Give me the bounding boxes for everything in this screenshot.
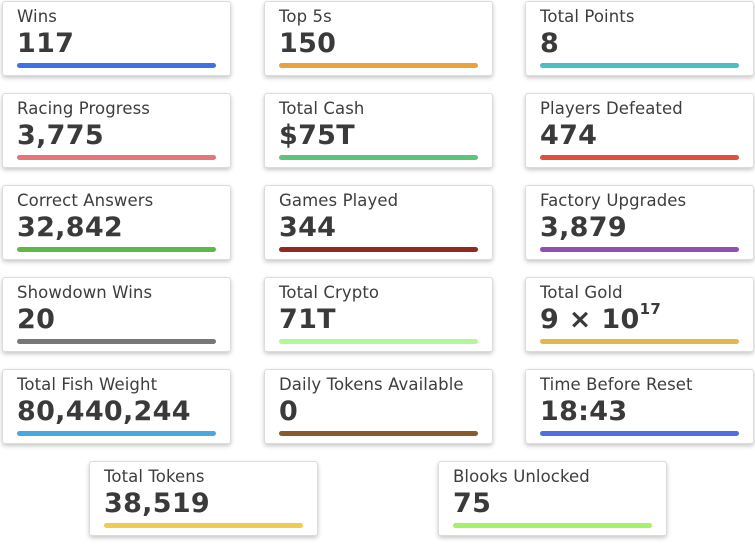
stat-value: 8 [540,28,560,59]
stat-label: Time Before Reset [540,375,693,394]
stat-label: Total Gold [540,283,623,302]
stat-card-top-5s: Top 5s 150 [264,1,493,76]
stat-value: 18:43 [540,396,628,427]
stat-card-players-defeated: Players Defeated 474 [525,93,754,168]
stat-value: 150 [279,28,337,59]
stat-card-blooks-unlocked: Blooks Unlocked 75 [438,461,667,536]
stat-value: $75T [279,120,355,151]
stat-card-racing-progress: Racing Progress 3,775 [2,93,231,168]
stat-value: 474 [540,120,598,151]
stat-label: Showdown Wins [17,283,153,302]
stat-bar [540,155,739,160]
stat-bar [104,523,303,528]
stat-card-total-tokens: Total Tokens 38,519 [89,461,318,536]
stat-label: Blooks Unlocked [453,467,590,486]
stat-bar [279,431,478,436]
stat-value: 117 [17,28,75,59]
stat-label: Factory Upgrades [540,191,687,210]
stat-card-total-cash: Total Cash $75T [264,93,493,168]
stat-value: 71T [279,304,336,335]
stat-label: Total Crypto [279,283,380,302]
stat-value: 75 [453,488,492,519]
stat-label: Total Fish Weight [17,375,158,394]
stat-label: Games Played [279,191,399,210]
stat-card-correct-answers: Correct Answers 32,842 [2,185,231,260]
stat-bar [453,523,652,528]
stat-label: Total Points [540,7,635,26]
stat-card-factory-upgrades: Factory Upgrades 3,879 [525,185,754,260]
stat-label: Players Defeated [540,99,683,118]
stat-bar [17,431,216,436]
stat-label: Daily Tokens Available [279,375,464,394]
stat-value-base: 9 × 10 [540,304,640,335]
stat-value: 344 [279,212,337,243]
stat-label: Top 5s [279,7,332,26]
stat-card-total-crypto: Total Crypto 71T [264,277,493,352]
stat-bar [279,63,478,68]
stat-bar [540,339,739,344]
stat-bar [279,155,478,160]
stat-bar [279,247,478,252]
stat-value: 3,775 [17,120,104,151]
stat-value: 80,440,244 [17,396,191,427]
stat-card-total-points: Total Points 8 [525,1,754,76]
stat-card-time-before-reset: Time Before Reset 18:43 [525,369,754,444]
stat-value: 38,519 [104,488,210,519]
stat-bar [17,339,216,344]
stat-label: Total Tokens [104,467,205,486]
stat-card-daily-tokens-available: Daily Tokens Available 0 [264,369,493,444]
stat-value: 20 [17,304,56,335]
stat-bar [279,339,478,344]
stat-bar [17,63,216,68]
stat-value: 32,842 [17,212,123,243]
stat-bar [540,431,739,436]
stat-card-showdown-wins: Showdown Wins 20 [2,277,231,352]
stat-label: Correct Answers [17,191,154,210]
stat-value-exponent: 17 [639,300,662,318]
stat-card-total-fish-weight: Total Fish Weight 80,440,244 [2,369,231,444]
stat-label: Racing Progress [17,99,150,118]
stat-card-wins: Wins 117 [2,1,231,76]
stat-value: 0 [279,396,299,427]
stat-label: Wins [17,7,57,26]
stat-card-games-played: Games Played 344 [264,185,493,260]
stat-value: 9 × 1017 [540,302,661,336]
stat-value: 3,879 [540,212,627,243]
stat-bar [17,155,216,160]
stat-label: Total Cash [279,99,365,118]
stat-card-total-gold: Total Gold 9 × 1017 [525,277,754,352]
stat-bar [17,247,216,252]
stat-bar [540,63,739,68]
stat-bar [540,247,739,252]
